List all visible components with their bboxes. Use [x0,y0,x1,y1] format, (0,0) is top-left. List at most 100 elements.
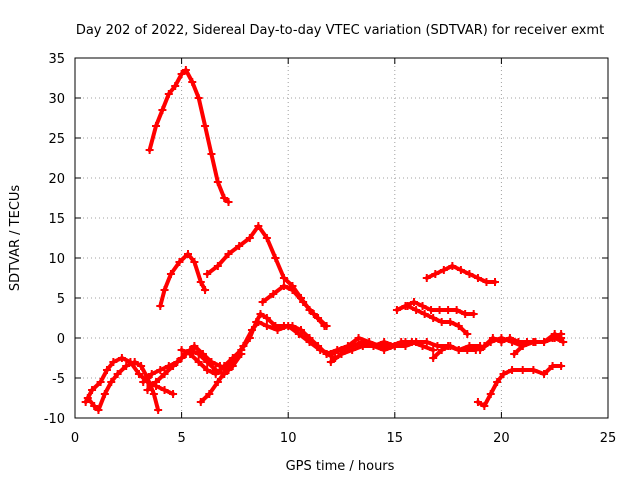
data-point [147,370,156,378]
data-point [422,274,431,282]
data-point [358,342,367,350]
data-point [444,306,453,314]
data-point [262,314,271,322]
data-point [279,282,288,290]
y-tick-label: 15 [48,212,65,227]
x-tick-label: 15 [387,431,404,446]
data-point [196,278,205,286]
data-point [446,342,455,350]
series-line-arc2 [158,252,208,308]
data-point [418,342,427,350]
data-point [102,366,111,374]
data-point [220,194,229,202]
data-point [156,366,165,374]
data-point [81,398,90,406]
data-point [392,306,401,314]
data-point [491,278,500,286]
data-point [152,122,161,130]
data-point [305,338,314,346]
data-point [262,234,271,242]
data-point [271,254,280,262]
data-point [403,302,412,310]
data-point [497,334,506,342]
y-tick-label: -10 [44,412,65,427]
data-point [190,258,199,266]
data-point [213,178,222,186]
data-point [113,370,122,378]
data-point [354,334,363,342]
data-point [235,242,244,250]
data-point [258,298,267,306]
data-point [230,354,239,362]
data-point [299,298,308,306]
data-point [540,338,549,346]
data-point [548,362,557,370]
data-point [473,398,482,406]
x-axis-label: GPS time / hours [286,459,395,474]
data-point [194,358,203,366]
data-point [239,342,248,350]
data-point [100,390,109,398]
data-point [143,386,152,394]
data-point [508,366,517,374]
data-point [224,250,233,258]
data-point [177,346,186,354]
data-point [486,390,495,398]
y-tick-label: 0 [57,332,65,347]
data-point [518,366,527,374]
data-point [412,306,421,314]
data-point [134,370,143,378]
data-point [540,370,549,378]
data-point [273,326,282,334]
data-point [224,198,233,206]
data-point [529,338,538,346]
series-line-arc1 [147,68,231,204]
data-point [256,310,265,318]
y-tick-label: 30 [48,92,65,107]
data-point [188,78,197,86]
data-point [320,322,329,330]
data-point [203,366,212,374]
x-tick-label: 5 [177,431,185,446]
data-point [333,346,342,354]
data-point [196,398,205,406]
data-point [158,106,167,114]
x-tick-label: 20 [493,431,510,446]
data-point [427,306,436,314]
series-group [81,66,568,414]
data-point [316,346,325,354]
data-point [107,378,116,386]
data-point [437,318,446,326]
data-point [465,270,474,278]
data-point [94,406,103,414]
data-point [145,146,154,154]
data-point [177,354,186,362]
x-tick-label: 25 [600,431,617,446]
data-point [309,310,318,318]
data-point [205,390,214,398]
data-point [326,358,335,366]
series-line-arc13 [394,300,476,316]
data-point [164,90,173,98]
data-point [407,338,416,346]
data-point [117,354,126,362]
data-point [409,298,418,306]
data-point [183,250,192,258]
data-point [109,358,118,366]
y-tick-label: 25 [48,132,65,147]
data-point [122,362,131,370]
data-point [463,330,472,338]
data-point [186,350,195,358]
data-point [454,322,463,330]
data-point [439,266,448,274]
data-point [169,390,178,398]
data-point [262,322,271,330]
data-point [429,314,438,322]
plot-frame [74,57,609,419]
data-point [254,222,263,230]
data-point [433,342,442,350]
data-point [177,70,186,78]
data-point [386,342,395,350]
y-axis-label: SDTVAR / TECUs [8,185,23,292]
